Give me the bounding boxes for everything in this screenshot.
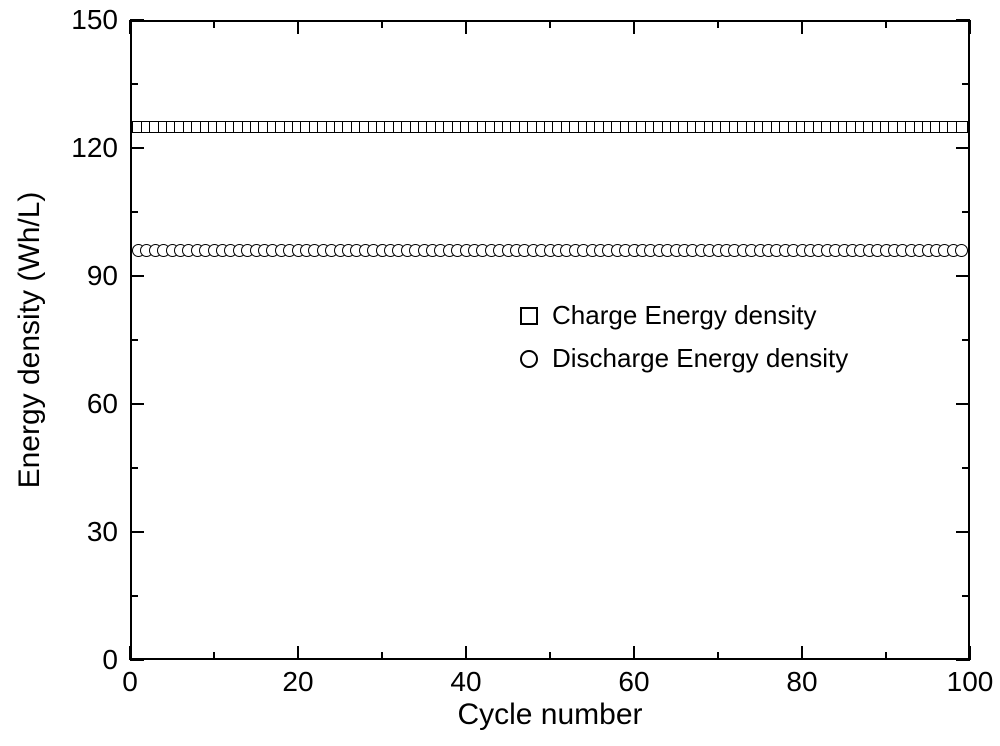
chart-figure: 0204060801000306090120150Cycle numberEne… — [0, 0, 1000, 746]
x-tick-label: 20 — [282, 666, 313, 698]
marker-circle — [955, 244, 968, 257]
x-tick — [801, 646, 803, 660]
x-tick — [465, 646, 467, 660]
x-tick-top — [801, 20, 803, 34]
y-tick-right — [956, 19, 970, 21]
x-tick-label: 60 — [618, 666, 649, 698]
y-tick-right — [956, 659, 970, 661]
y-tick — [130, 275, 144, 277]
x-tick — [633, 646, 635, 660]
square-icon — [520, 307, 538, 325]
x-tick-top — [717, 20, 719, 28]
y-tick-right — [956, 275, 970, 277]
y-tick — [130, 467, 138, 469]
x-tick-label: 0 — [122, 666, 138, 698]
y-tick — [130, 659, 144, 661]
y-tick-right — [962, 467, 970, 469]
y-tick-label: 150 — [0, 4, 118, 36]
legend: Charge Energy density Discharge Energy de… — [520, 300, 848, 386]
x-tick — [297, 646, 299, 660]
x-tick — [129, 646, 131, 660]
y-tick-right — [962, 339, 970, 341]
circle-icon — [520, 350, 538, 368]
x-tick-top — [297, 20, 299, 34]
y-tick — [130, 595, 138, 597]
x-tick-top — [381, 20, 383, 28]
y-tick-label: 120 — [0, 132, 118, 164]
y-tick — [130, 403, 144, 405]
x-tick-top — [969, 20, 971, 34]
y-tick-right — [962, 211, 970, 213]
x-tick-top — [465, 20, 467, 34]
x-tick-top — [129, 20, 131, 34]
legend-item: Charge Energy density — [520, 300, 848, 331]
legend-item: Discharge Energy density — [520, 343, 848, 374]
x-tick-top — [885, 20, 887, 28]
x-tick-label: 80 — [786, 666, 817, 698]
legend-label: Charge Energy density — [552, 300, 816, 331]
legend-label: Discharge Energy density — [552, 343, 848, 374]
y-axis-label: Energy density (Wh/L) — [13, 192, 47, 489]
y-tick — [130, 19, 144, 21]
x-axis-label: Cycle number — [457, 698, 642, 732]
x-tick-label: 40 — [450, 666, 481, 698]
y-tick-label: 30 — [0, 516, 118, 548]
x-tick — [969, 646, 971, 660]
y-tick-right — [956, 147, 970, 149]
y-tick — [130, 83, 138, 85]
y-tick-right — [956, 531, 970, 533]
y-tick-right — [962, 595, 970, 597]
marker-square — [956, 121, 968, 133]
x-tick — [885, 652, 887, 660]
x-tick — [549, 652, 551, 660]
x-tick-label: 100 — [947, 666, 994, 698]
x-tick — [381, 652, 383, 660]
y-tick — [130, 147, 144, 149]
x-tick — [213, 652, 215, 660]
y-tick — [130, 339, 138, 341]
x-tick-top — [549, 20, 551, 28]
x-tick-top — [633, 20, 635, 34]
y-tick-right — [962, 83, 970, 85]
y-tick-label: 0 — [0, 644, 118, 676]
y-tick-right — [956, 403, 970, 405]
x-tick-top — [213, 20, 215, 28]
x-tick — [717, 652, 719, 660]
y-tick — [130, 531, 144, 533]
y-tick — [130, 211, 138, 213]
